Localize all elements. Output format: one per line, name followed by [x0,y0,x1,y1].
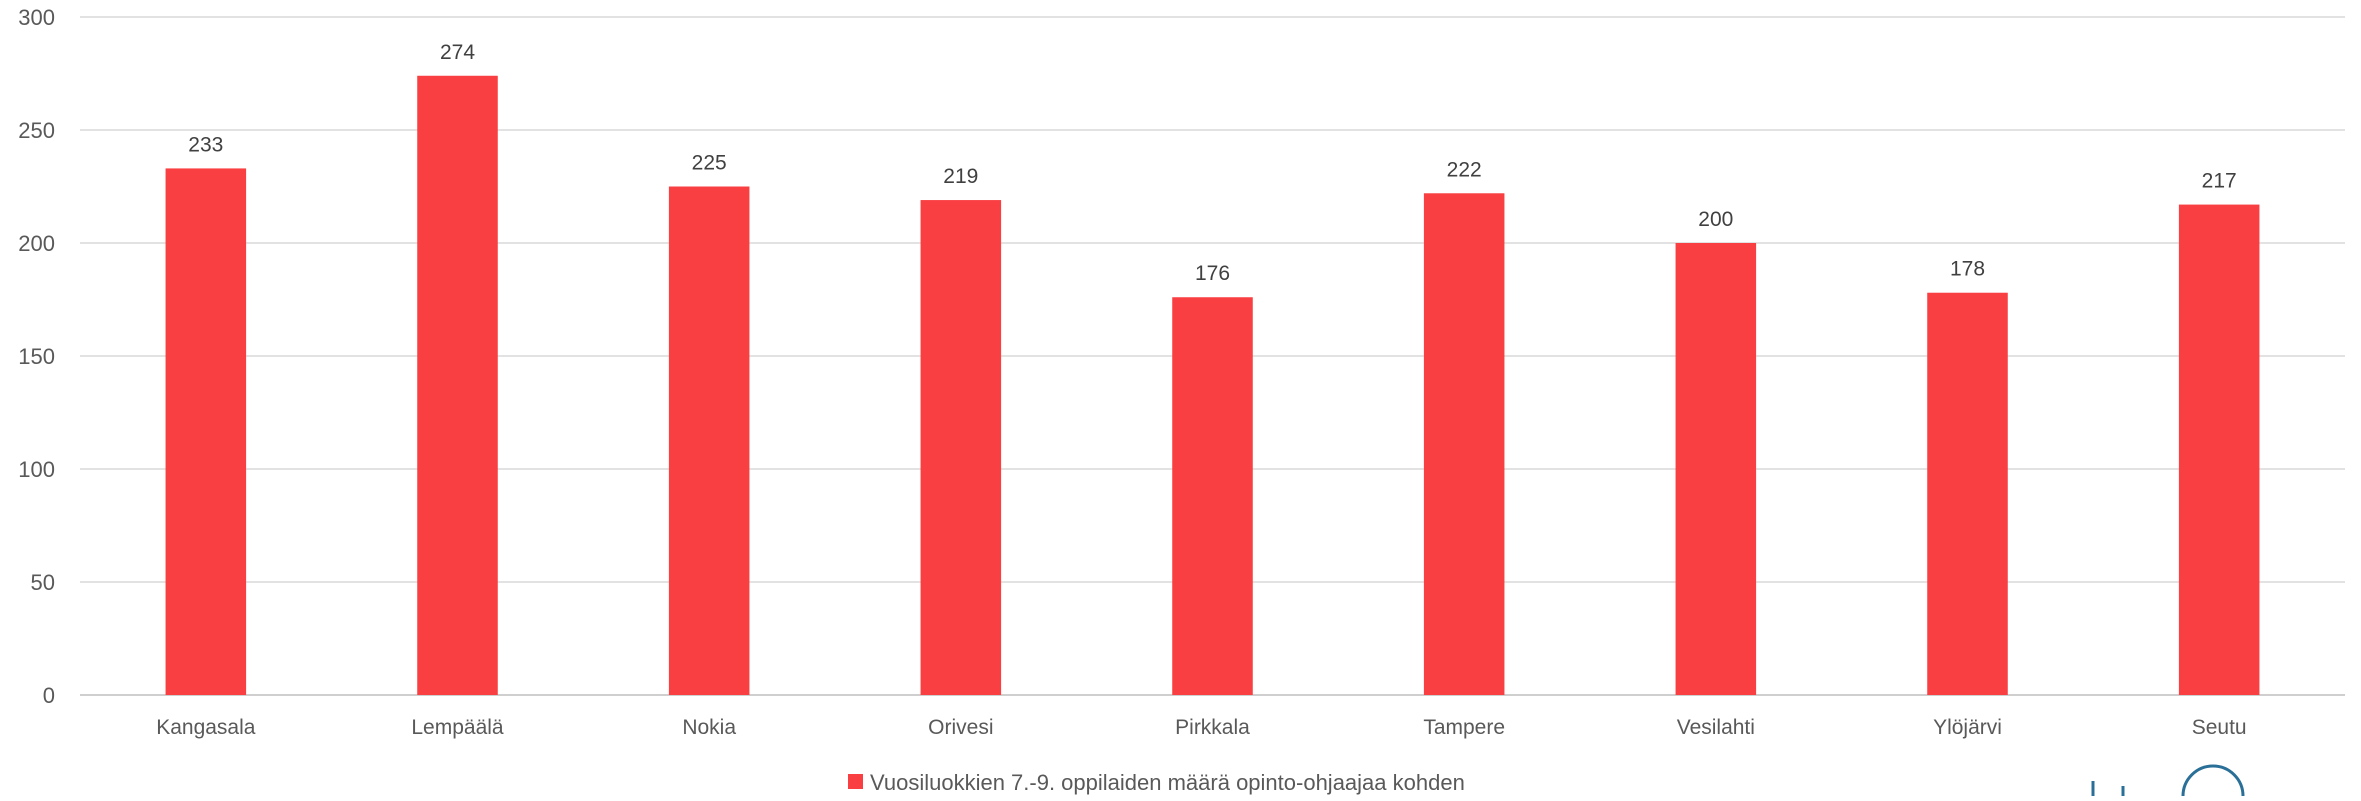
x-category-label: Vesilahti [1677,716,1755,739]
x-category-label: Kangasala [156,716,256,739]
y-tick-label: 50 [31,570,55,595]
y-tick-label: 200 [18,231,55,256]
legend-label: Vuosiluokkien 7.-9. oppilaiden määrä opi… [870,770,1465,795]
bar [668,186,750,695]
data-label: 225 [692,152,727,175]
data-label: 200 [1698,208,1733,231]
x-category-label: Tampere [1423,716,1505,739]
y-tick-label: 100 [18,457,55,482]
bar [1927,292,2008,695]
bar [417,75,498,695]
y-axis-tick-labels: 0 50 100 150 200 250 300 [18,5,55,708]
data-label: 176 [1195,262,1230,285]
legend: Vuosiluokkien 7.-9. oppilaiden määrä opi… [848,770,1465,795]
logo-mark [2091,764,2245,797]
data-label: 219 [943,165,978,188]
y-tick-label: 300 [18,5,55,30]
legend-swatch [848,774,863,789]
bar [1172,297,1253,695]
x-category-label: Nokia [682,716,736,739]
x-axis-category-labels: Kangasala Lempäälä Nokia Orivesi Pirkkala Tam… [156,716,2246,739]
x-category-label: Ylöjärvi [1933,716,2002,739]
y-tick-label: 150 [18,344,55,369]
data-labels: 233 274 225 219 176 222 200 178 217 [188,41,2236,285]
bar [165,168,247,696]
y-tick-label: 0 [43,683,55,708]
y-tick-label: 250 [18,118,55,143]
data-label: 178 [1950,258,1985,281]
bars [165,75,2260,696]
data-label: 233 [188,133,223,156]
bar [1675,243,1757,695]
x-category-label: Pirkkala [1175,716,1250,739]
bar [920,200,1002,695]
data-label: 217 [2202,170,2237,193]
x-category-label: Orivesi [928,716,993,739]
bar [1423,193,1505,695]
x-category-label: Seutu [2192,716,2247,739]
bar [2178,204,2260,695]
data-label: 274 [440,41,475,64]
data-label: 222 [1447,158,1482,181]
x-category-label: Lempäälä [411,716,504,739]
